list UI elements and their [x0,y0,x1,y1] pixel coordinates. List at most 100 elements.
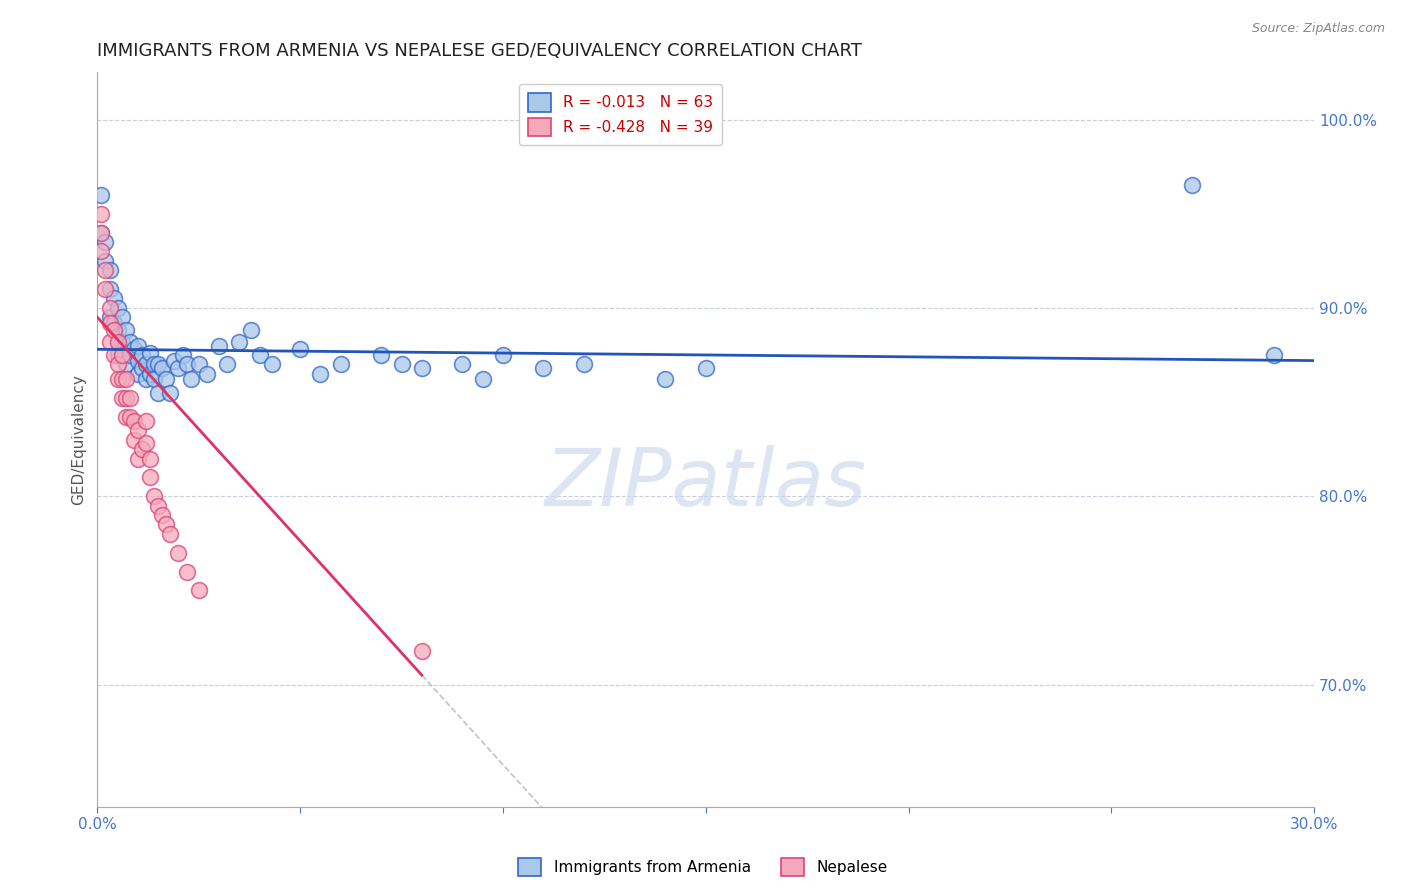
Point [695,361,717,376]
Point [143,489,166,503]
Point [159,385,181,400]
Text: ZIPatlas: ZIPatlas [544,445,866,523]
Point [131,442,153,457]
Point [155,517,177,532]
Point [150,361,173,376]
Point [98,316,121,330]
Point [260,357,283,371]
Point [208,338,231,352]
Point [195,367,218,381]
Point [90,226,112,240]
Point [111,334,134,349]
Point [94,282,117,296]
Point [98,263,121,277]
Point [167,361,190,376]
Point [176,357,198,371]
Point [143,372,166,386]
Point [107,301,129,315]
Point [122,343,145,357]
Point [135,372,157,386]
Point [1263,348,1285,362]
Point [107,372,129,386]
Point [187,357,209,371]
Point [370,348,392,362]
Point [131,361,153,376]
Point [167,546,190,560]
Point [135,414,157,428]
Point [103,292,125,306]
Point [127,353,149,368]
Point [107,334,129,349]
Point [148,499,170,513]
Point [288,343,311,357]
Point [98,301,121,315]
Point [176,565,198,579]
Legend: R = -0.013   N = 63, R = -0.428   N = 39: R = -0.013 N = 63, R = -0.428 N = 39 [519,84,723,145]
Legend: Immigrants from Armenia, Nepalese: Immigrants from Armenia, Nepalese [512,852,894,882]
Point [143,357,166,371]
Point [187,583,209,598]
Point [90,244,112,259]
Point [98,334,121,349]
Point [127,338,149,352]
Point [98,310,121,325]
Point [114,372,136,386]
Point [135,357,157,371]
Point [411,361,433,376]
Text: Source: ZipAtlas.com: Source: ZipAtlas.com [1251,22,1385,36]
Point [391,357,413,371]
Point [150,508,173,522]
Point [111,372,134,386]
Point [127,367,149,381]
Point [180,372,202,386]
Point [122,414,145,428]
Point [309,367,332,381]
Point [103,316,125,330]
Point [411,643,433,657]
Point [139,451,162,466]
Point [90,226,112,240]
Point [249,348,271,362]
Point [114,323,136,337]
Point [94,235,117,249]
Point [111,348,134,362]
Point [148,385,170,400]
Point [118,410,141,425]
Point [135,436,157,450]
Point [127,423,149,437]
Point [114,357,136,371]
Point [111,391,134,405]
Point [118,334,141,349]
Point [118,348,141,362]
Point [107,348,129,362]
Point [471,372,494,386]
Point [114,391,136,405]
Point [107,357,129,371]
Point [1181,178,1204,193]
Point [139,367,162,381]
Point [122,433,145,447]
Point [94,253,117,268]
Point [155,372,177,386]
Point [103,323,125,337]
Point [451,357,474,371]
Point [114,410,136,425]
Point [329,357,352,371]
Point [139,470,162,484]
Point [572,357,595,371]
Point [127,451,149,466]
Point [533,361,555,376]
Text: IMMIGRANTS FROM ARMENIA VS NEPALESE GED/EQUIVALENCY CORRELATION CHART: IMMIGRANTS FROM ARMENIA VS NEPALESE GED/… [97,42,862,60]
Point [90,187,112,202]
Point [107,323,129,337]
Point [98,282,121,296]
Y-axis label: GED/Equivalency: GED/Equivalency [72,375,86,505]
Point [654,372,676,386]
Point [131,348,153,362]
Point [172,348,194,362]
Point [492,348,515,362]
Point [139,346,162,360]
Point [90,207,112,221]
Point [118,391,141,405]
Point [240,323,263,337]
